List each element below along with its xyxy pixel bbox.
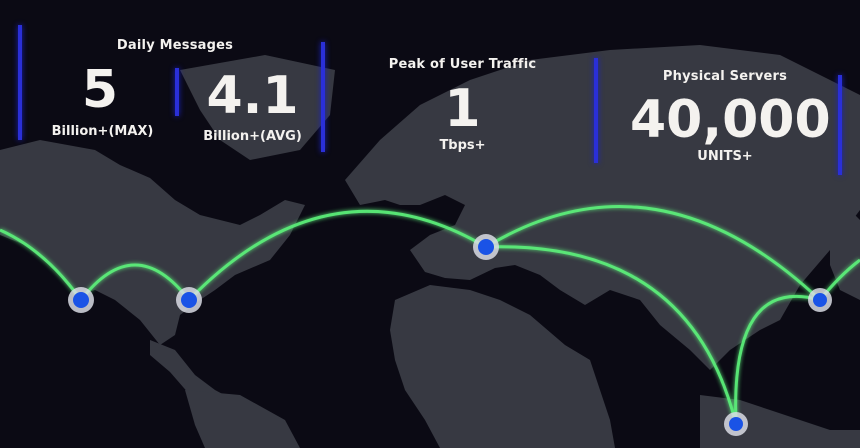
- physical-servers-value: 40,000: [630, 90, 831, 150]
- location-node-icon: [68, 287, 94, 313]
- vertical-divider: [18, 25, 22, 140]
- peak-traffic-title: Peak of User Traffic: [388, 57, 537, 72]
- daily-messages-avg-value: 4.1: [206, 66, 299, 126]
- location-node-icon: [473, 234, 499, 260]
- southeast-asia-landmass: [700, 395, 860, 448]
- route-line: [187, 209, 487, 302]
- location-node-icon: [176, 287, 202, 313]
- vertical-divider: [838, 75, 842, 175]
- daily-messages-avg-unit: Billion+(AVG): [203, 129, 302, 144]
- route-line: [79, 263, 191, 301]
- japan-landmass: [830, 210, 860, 300]
- vertical-divider: [321, 42, 325, 152]
- vertical-divider: [175, 68, 179, 116]
- greenland-landmass: [180, 55, 335, 160]
- daily-messages-title: Daily Messages: [116, 38, 234, 53]
- daily-messages-max-unit: Billion+(MAX): [51, 124, 154, 139]
- route-line: [485, 205, 822, 302]
- route-line: [485, 245, 738, 425]
- location-node-icon: [724, 412, 748, 436]
- africa-landmass: [390, 285, 615, 448]
- south-america-landmass: [185, 390, 300, 448]
- vertical-divider: [594, 58, 598, 163]
- peak-traffic-unit: Tbps+: [439, 138, 486, 153]
- daily-messages-max-value: 5: [81, 60, 119, 120]
- peak-traffic-value: 1: [444, 79, 481, 139]
- central-america-landmass: [150, 340, 230, 405]
- physical-servers-title: Physical Servers: [662, 69, 788, 84]
- physical-servers-unit: UNITS+: [697, 149, 753, 164]
- location-node-icon: [808, 288, 832, 312]
- route-line: [734, 294, 821, 425]
